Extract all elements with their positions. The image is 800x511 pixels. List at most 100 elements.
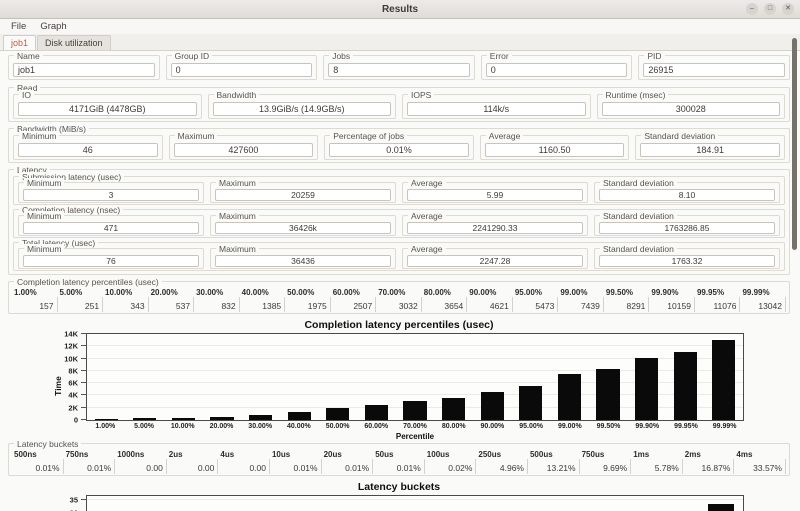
gridline — [87, 498, 743, 500]
total-latency-usec-minimum-input[interactable]: 76 — [23, 255, 199, 267]
pid-label: PID — [644, 51, 665, 61]
x-tick-95-00: 95.00% — [519, 423, 543, 430]
menu-item-graph[interactable]: Graph — [40, 21, 67, 32]
field-bandwidth-maximum: Maximum 427600 — [168, 131, 319, 160]
x-axis-label: Percentile — [395, 432, 435, 441]
bar-1-00 — [94, 419, 118, 420]
bar-5-00 — [133, 418, 157, 420]
bandwidth-minimum-input[interactable]: 46 — [18, 143, 158, 157]
bandwidth-average-label: Average — [485, 131, 524, 141]
y-tick-mark — [81, 406, 87, 408]
buckets-value-2us: 0.00 — [167, 459, 219, 474]
completion-latency-nsec-standard-deviation-input[interactable]: 1763286.85 — [599, 222, 775, 234]
error-input[interactable]: 0 — [485, 63, 628, 77]
x-tick-5-00: 5.00% — [134, 423, 154, 430]
read-runtime-msec-input[interactable]: 300028 — [601, 102, 780, 116]
x-tick-20-00: 20.00% — [209, 423, 234, 430]
tab-disk-utilization[interactable]: Disk utilization — [37, 35, 111, 50]
jobs-label: Jobs — [329, 51, 354, 61]
field-submission-latency-usec-minimum: Minimum 3 — [18, 178, 204, 203]
read-bandwidth-input[interactable]: 13.9GiB/s (14.9GB/s) — [212, 102, 391, 116]
latency-buckets-chart-clip: Latency buckets3530500ns750ns1000ns2us4u… — [8, 481, 790, 511]
field-bandwidth-standard-deviation: Standard deviation 184.91 — [635, 131, 785, 160]
x-tick-1-00: 1.00% — [95, 423, 116, 430]
percentiles-header-10-00: 10.00% — [105, 288, 133, 297]
y-axis-label: Time — [53, 376, 63, 396]
completion-latency-nsec-minimum-input[interactable]: 471 — [23, 222, 199, 234]
completion-latency-nsec-average-input[interactable]: 2241290.33 — [407, 222, 583, 234]
jobs-input[interactable]: 8 — [328, 63, 470, 77]
buckets-col-1ms: 1ms 5.78% — [631, 450, 683, 474]
minimize-icon[interactable]: – — [746, 3, 758, 15]
tab-job1[interactable]: job1 — [3, 35, 37, 50]
total-latency-usec-maximum-input[interactable]: 36436 — [215, 255, 391, 267]
submission-latency-usec-minimum-label: Minimum — [24, 178, 65, 188]
buckets-value-50us: 0.01% — [373, 459, 425, 474]
completion-latency-nsec-body: Minimum 471 Maximum 36426k Average 2241290.33… — [18, 211, 780, 236]
submission-latency-usec-minimum-input[interactable]: 3 — [23, 189, 199, 201]
bandwidth-average-input[interactable]: 1160.50 — [484, 143, 625, 157]
bar-30-00 — [249, 414, 273, 420]
buckets-col-10us: 10us 0.01% — [270, 450, 322, 474]
buckets-value-20us: 0.01% — [322, 459, 374, 474]
vertical-scrollbar[interactable] — [792, 38, 797, 250]
bar-99-95 — [673, 351, 697, 420]
maximize-icon[interactable]: □ — [764, 3, 776, 15]
buckets-col-750us: 750us 9.69% — [580, 450, 632, 474]
name-label: Name — [14, 51, 43, 61]
total-latency-usec-average-input[interactable]: 2247.28 — [407, 255, 583, 267]
buckets-col-500us: 500us 13.21% — [528, 450, 580, 474]
buckets-header-750us: 750us — [581, 450, 605, 459]
y-tick-label: 2K — [68, 403, 78, 413]
read-io-input[interactable]: 4171GiB (4478GB) — [18, 102, 197, 116]
percentiles-value-99-50: 8291 — [604, 297, 650, 312]
percentiles-header-60-00: 60.00% — [332, 288, 360, 297]
name-input[interactable]: job1 — [13, 63, 155, 77]
buckets-value-750ns: 0.01% — [64, 459, 116, 474]
completion-latency-nsec-average-label: Average — [408, 211, 446, 221]
buckets-header-2ms: 2ms — [684, 450, 701, 459]
submission-latency-usec-standard-deviation-input[interactable]: 8.10 — [599, 189, 775, 201]
error-label: Error — [486, 51, 512, 61]
buckets-header-2us: 2us — [168, 450, 183, 459]
gridline — [87, 369, 743, 371]
percentiles-header-99-99: 99.99% — [742, 288, 770, 297]
group-read: Read IO 4171GiB (4478GB) Bandwidth 13.9GiB/s… — [8, 83, 790, 122]
field-error: Error 0 — [480, 51, 633, 80]
bar-40-00 — [287, 411, 311, 420]
buckets-value-4ms: 33.57% — [734, 459, 786, 474]
y-tick-mark — [81, 345, 87, 347]
percentiles-table-label: Completion latency percentiles (usec) — [14, 277, 162, 287]
group-bandwidth: Bandwidth (MiB/s) Minimum 46 Maximum 427600 P… — [8, 124, 790, 163]
read-iops-input[interactable]: 114k/s — [407, 102, 586, 116]
percentiles-header-90-00: 90.00% — [469, 288, 497, 297]
group-id-label: Group ID — [171, 51, 213, 61]
field-submission-latency-usec-standard-deviation: Standard deviation 8.10 — [594, 178, 780, 203]
submission-latency-usec-maximum-input[interactable]: 20259 — [215, 189, 391, 201]
bar-70-00 — [403, 401, 427, 420]
menu-item-file[interactable]: File — [11, 21, 27, 32]
total-latency-usec-standard-deviation-input[interactable]: 1763.32 — [599, 255, 775, 267]
read-io-label: IO — [19, 90, 34, 100]
bandwidth-maximum-input[interactable]: 427600 — [173, 143, 314, 157]
percentiles-col-20-00: 20.00% 537 — [149, 288, 195, 312]
total-latency-usec-maximum-label: Maximum — [216, 244, 259, 254]
bandwidth-standard-deviation-input[interactable]: 184.91 — [640, 143, 780, 157]
pid-input[interactable]: 26915 — [643, 63, 785, 77]
group-latency: Latency Submission latency (usec) Minimum 3… — [8, 165, 790, 275]
buckets-col-4ms: 4ms 33.57% — [734, 450, 786, 474]
completion-latency-nsec-maximum-input[interactable]: 36426k — [215, 222, 391, 234]
bandwidth-percentage-of-jobs-input[interactable]: 0.01% — [329, 143, 469, 157]
buckets-header-20us: 20us — [323, 450, 342, 459]
submission-latency-usec-average-input[interactable]: 5.99 — [407, 189, 583, 201]
read-group-body: IO 4171GiB (4478GB) Bandwidth 13.9GiB/s (14… — [13, 90, 785, 119]
group-id-input[interactable]: 0 — [170, 63, 313, 77]
percentiles-value-70-00: 3032 — [376, 297, 422, 312]
group-submission-latency-usec: Submission latency (usec) Minimum 3 Maximum… — [13, 172, 785, 205]
x-tick-90-00: 90.00% — [480, 423, 505, 430]
completion-latency-nsec-standard-deviation-label: Standard deviation — [600, 211, 677, 221]
percentiles-header-20-00: 20.00% — [150, 288, 178, 297]
close-icon[interactable]: ✕ — [782, 3, 794, 15]
bandwidth-group-label: Bandwidth (MiB/s) — [14, 124, 89, 134]
